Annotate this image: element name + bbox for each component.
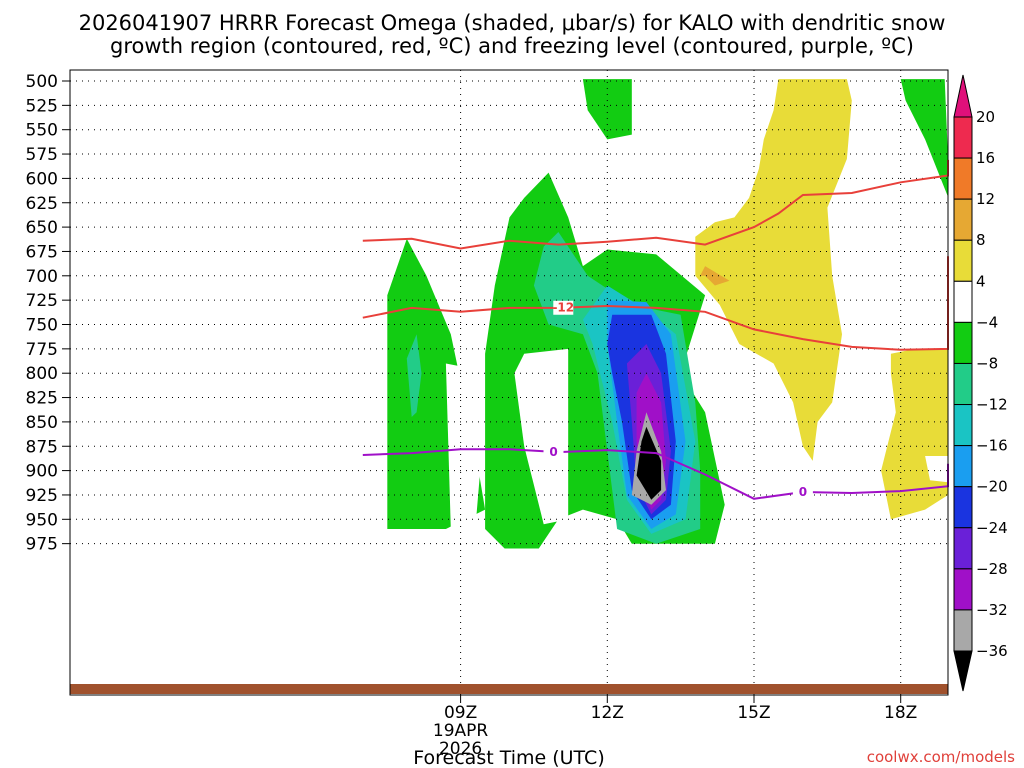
omega-region-6 bbox=[406, 334, 422, 417]
x-axis-time: 09Z19APR202612Z15Z18Z21Z00Z20APR bbox=[433, 695, 917, 759]
colorbar-swatch-9 bbox=[953, 486, 973, 529]
plot-frame bbox=[69, 69, 949, 696]
y-tick-label-775: 775 bbox=[26, 340, 58, 360]
colorbar-label-12: −32 bbox=[976, 601, 1008, 619]
colorbar-swatch-5 bbox=[953, 321, 973, 364]
colorbar-label-1: 16 bbox=[976, 149, 995, 167]
colorbar-label-0: 20 bbox=[976, 108, 995, 126]
y-tick-label-600: 600 bbox=[26, 169, 58, 189]
y-tick-label-525: 525 bbox=[26, 96, 58, 116]
contour-label-bg-0 bbox=[553, 300, 574, 315]
y-tick-label-900: 900 bbox=[26, 462, 58, 482]
credit-text: coolwx.com/models bbox=[867, 748, 1015, 766]
colorbar: 20 16 12 8 4 −4 −8 −12 −16 −20 −24 −28 −32 −36 bbox=[953, 74, 1008, 692]
y-tick-label-975: 975 bbox=[26, 535, 58, 555]
omega-region-2 bbox=[582, 79, 632, 140]
colorbar-swatch-11 bbox=[953, 568, 973, 611]
plot-area: -12-1800 bbox=[69, 69, 949, 696]
colorbar-label-2: 12 bbox=[976, 190, 995, 208]
omega-region-16 bbox=[636, 426, 662, 500]
colorbar-swatch-1 bbox=[953, 157, 973, 200]
y-tick-label-550: 550 bbox=[26, 121, 58, 141]
y-tick-label-825: 825 bbox=[26, 389, 58, 409]
colorbar-swatch-8 bbox=[953, 445, 973, 488]
colorbar-label-3: 8 bbox=[976, 231, 986, 249]
y-axis-pressure: 500 525 550 575 600 625 650 675 700 725 750 775 800 8… bbox=[26, 72, 70, 555]
colorbar-label-8: −16 bbox=[976, 437, 1008, 455]
colorbar-label-4: 4 bbox=[976, 272, 986, 290]
chart-title-line2: growth region (contoured, red, ºC) and f… bbox=[110, 34, 914, 58]
colorbar-label-13: −36 bbox=[976, 642, 1008, 660]
colorbar-bottom-arrow bbox=[953, 650, 973, 692]
colorbar-label-6: −8 bbox=[976, 354, 998, 372]
colorbar-swatch-0 bbox=[953, 116, 973, 159]
x-tick-year-09Z: 2026 bbox=[439, 739, 482, 759]
colorbar-swatch-12 bbox=[953, 609, 973, 652]
y-tick-label-575: 575 bbox=[26, 145, 58, 165]
y-tick-label-875: 875 bbox=[26, 437, 58, 457]
colorbar-swatch-10 bbox=[953, 527, 973, 570]
contour-label-bg-3 bbox=[792, 485, 813, 500]
x-tick-label-18Z: 18Z bbox=[884, 703, 917, 723]
y-tick-label-675: 675 bbox=[26, 242, 58, 262]
x-tick-label-12Z: 12Z bbox=[591, 703, 624, 723]
omega-region-3 bbox=[900, 79, 948, 197]
y-tick-label-850: 850 bbox=[26, 413, 58, 433]
x-tick-label-15Z: 15Z bbox=[737, 703, 770, 723]
y-tick-label-650: 650 bbox=[26, 218, 58, 238]
colorbar-swatch-2 bbox=[953, 198, 973, 241]
contour-label-0: -12 bbox=[552, 301, 574, 315]
x-axis-label: Forecast Time (UTC) bbox=[413, 747, 604, 768]
contour-label-bg-2 bbox=[543, 444, 564, 459]
colorbar-swatch-3 bbox=[953, 239, 973, 282]
terrain-strip bbox=[70, 684, 948, 694]
omega-region-18 bbox=[700, 266, 730, 286]
x-tick-label-09Z: 09Z bbox=[444, 703, 477, 723]
gridlines bbox=[70, 70, 948, 695]
colorbar-swatch-6 bbox=[953, 362, 973, 406]
omega-region-23 bbox=[514, 348, 569, 525]
y-tick-label-700: 700 bbox=[26, 267, 58, 287]
y-tick-label-925: 925 bbox=[26, 486, 58, 506]
y-tick-label-950: 950 bbox=[26, 510, 58, 530]
x-tick-date-09Z: 19APR bbox=[433, 721, 489, 741]
colorbar-label-7: −12 bbox=[976, 396, 1008, 414]
y-tick-label-800: 800 bbox=[26, 364, 58, 384]
contour-label-2: 0 bbox=[549, 445, 557, 459]
y-tick-label-625: 625 bbox=[26, 194, 58, 214]
chart-title-line1: 2026041907 HRRR Forecast Omega (shaded, … bbox=[79, 11, 946, 35]
colorbar-label-5: −4 bbox=[976, 313, 998, 331]
colorbar-label-9: −20 bbox=[976, 478, 1008, 496]
omega-region-19 bbox=[881, 348, 948, 520]
contour-label-3: 0 bbox=[799, 485, 807, 499]
omega-region-22 bbox=[445, 363, 481, 529]
colorbar-label-11: −28 bbox=[976, 560, 1008, 578]
colorbar-top-arrow bbox=[953, 74, 973, 118]
omega-region-17 bbox=[695, 79, 852, 461]
colorbar-swatch-4 bbox=[953, 280, 973, 323]
colorbar-swatch-7 bbox=[953, 404, 973, 447]
y-tick-label-500: 500 bbox=[26, 72, 58, 92]
y-tick-label-725: 725 bbox=[26, 291, 58, 311]
colorbar-label-10: −24 bbox=[976, 519, 1008, 537]
y-tick-label-750: 750 bbox=[26, 316, 58, 336]
omega-region-24 bbox=[925, 456, 948, 483]
